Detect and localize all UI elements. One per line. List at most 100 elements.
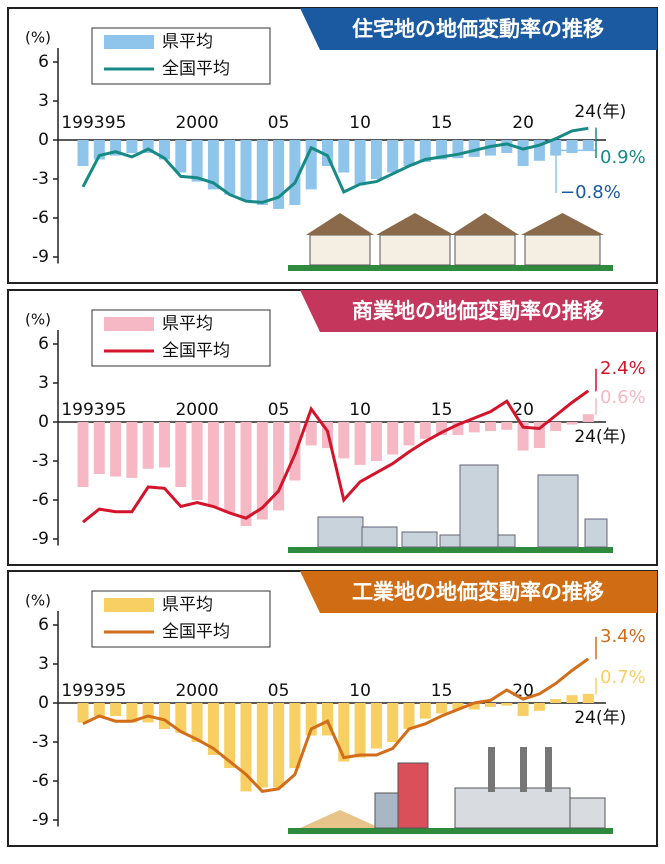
bar — [371, 422, 382, 461]
bar — [94, 422, 105, 474]
building — [585, 519, 607, 547]
legend-label: 全国平均 — [162, 341, 230, 361]
y-tick-label: -6 — [32, 208, 49, 228]
bar — [583, 414, 594, 422]
bar — [338, 703, 349, 762]
y-tick-label: 3 — [38, 373, 49, 393]
building — [362, 527, 397, 547]
bar — [175, 422, 186, 487]
bar — [224, 140, 235, 195]
legend-swatch — [104, 317, 154, 331]
x-tick-label: 95 — [105, 113, 127, 133]
chimney — [520, 747, 527, 792]
bar — [501, 422, 512, 430]
bar — [387, 703, 398, 742]
bar — [485, 422, 496, 431]
factory — [398, 763, 428, 828]
bar — [436, 703, 447, 713]
bar — [518, 140, 529, 166]
x-tick-label: 20 — [512, 113, 534, 133]
value-label: 0.9% — [600, 147, 646, 168]
bar — [224, 422, 235, 513]
chart-title: 工業地の地価変動率の推移 — [352, 580, 604, 604]
bar — [567, 422, 578, 425]
x-tick-label: 05 — [268, 113, 290, 133]
chart-title: 商業地の地価変動率の推移 — [352, 299, 604, 323]
bar — [583, 140, 594, 150]
bar — [387, 140, 398, 173]
ground — [288, 265, 613, 271]
x-tick-label: 95 — [105, 681, 127, 701]
x-tick-label: 05 — [268, 681, 290, 701]
bar — [338, 140, 349, 173]
value-label: 0.7% — [600, 667, 646, 688]
y-tick-label: 6 — [38, 52, 49, 72]
y-axis-label: (%) — [25, 29, 51, 47]
bar — [159, 703, 170, 729]
house — [525, 235, 600, 265]
bar — [371, 703, 382, 749]
x-tick-label: 10 — [349, 113, 371, 133]
x-tick-label: 2000 — [175, 113, 218, 133]
house — [455, 235, 515, 265]
factory — [455, 788, 570, 828]
chimney — [545, 747, 552, 792]
bar — [273, 703, 284, 788]
legend-label: 県平均 — [162, 32, 213, 52]
y-tick-label: 0 — [38, 130, 49, 150]
house — [310, 235, 370, 265]
bar — [534, 703, 545, 711]
building — [318, 517, 363, 547]
x-tick-label: 10 — [349, 681, 371, 701]
y-axis-label: (%) — [25, 592, 51, 610]
x-tick-label: 1993 — [61, 113, 104, 133]
bar — [404, 703, 415, 729]
house — [380, 235, 450, 265]
y-tick-label: -3 — [32, 451, 49, 471]
building — [402, 532, 437, 547]
bar — [355, 703, 366, 758]
x-tick-label: 95 — [105, 400, 127, 420]
bar — [583, 694, 594, 703]
bar — [175, 140, 186, 173]
x-tick-label: 1993 — [61, 400, 104, 420]
x-tick-label: 2000 — [175, 400, 218, 420]
x-tick-label: 24(年) — [574, 427, 626, 447]
bar — [241, 422, 252, 526]
y-tick-label: -9 — [32, 810, 49, 830]
x-tick-label: 15 — [431, 681, 453, 701]
value-label: −0.8% — [560, 182, 621, 203]
x-tick-label: 15 — [431, 400, 453, 420]
bar — [501, 703, 512, 706]
building — [538, 475, 578, 547]
legend-label: 県平均 — [162, 314, 213, 334]
x-tick-label: 05 — [268, 400, 290, 420]
bar — [273, 422, 284, 510]
bar — [110, 422, 121, 477]
bar — [192, 140, 203, 182]
y-tick-label: 3 — [38, 91, 49, 111]
bar — [338, 422, 349, 458]
x-tick-label: 15 — [431, 113, 453, 133]
bar — [78, 140, 89, 166]
bar — [192, 422, 203, 500]
chimney — [488, 747, 495, 792]
bar — [485, 703, 496, 707]
bar — [371, 140, 382, 179]
bar — [387, 422, 398, 455]
legend-swatch — [104, 598, 154, 612]
bar — [567, 695, 578, 703]
bar — [94, 703, 105, 716]
factory — [570, 798, 605, 828]
bar — [257, 140, 268, 205]
value-label: 0.6% — [600, 387, 646, 408]
x-tick-label: 10 — [349, 400, 371, 420]
y-tick-label: 6 — [38, 334, 49, 354]
bar — [208, 422, 219, 507]
bar — [355, 422, 366, 465]
bar — [126, 140, 137, 153]
